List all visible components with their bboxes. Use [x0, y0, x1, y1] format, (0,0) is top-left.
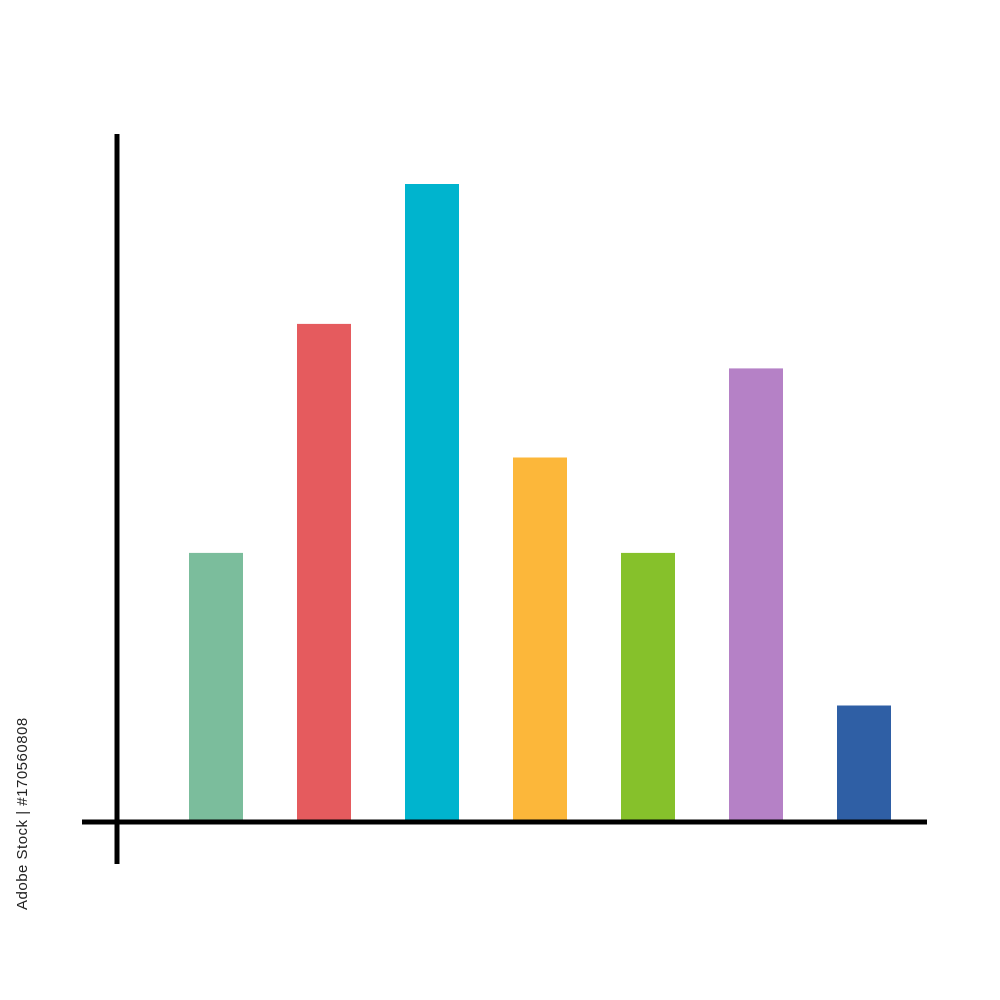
stock-id-number: 170560808 — [14, 717, 31, 797]
stock-id-prefix: Adobe Stock | # — [14, 796, 31, 910]
bar-3 — [405, 184, 459, 820]
stock-id-watermark: Adobe Stock | #170560808 — [14, 717, 34, 910]
bars-layer — [189, 184, 891, 820]
bar-7 — [837, 705, 891, 820]
bar-5 — [621, 552, 675, 820]
bar-2 — [297, 323, 351, 820]
bar-4 — [513, 457, 567, 820]
bar-6 — [729, 368, 783, 820]
bar-1 — [189, 552, 243, 820]
